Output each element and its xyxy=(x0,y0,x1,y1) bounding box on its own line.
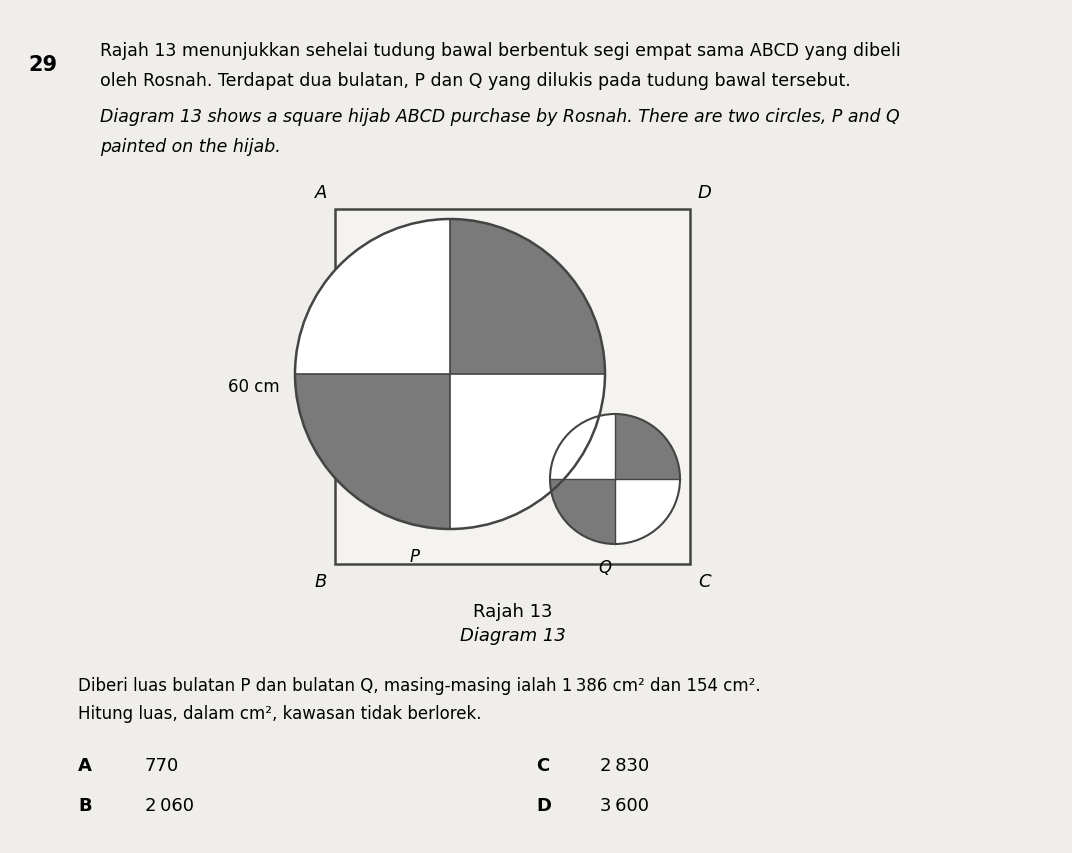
Text: Hitung luas, dalam cm², kawasan tidak berlorek.: Hitung luas, dalam cm², kawasan tidak be… xyxy=(78,705,481,722)
Text: C: C xyxy=(698,572,711,590)
Wedge shape xyxy=(450,220,605,374)
Text: painted on the hijab.: painted on the hijab. xyxy=(100,138,281,156)
Text: Diagram 13: Diagram 13 xyxy=(460,626,565,644)
Text: Rajah 13 menunjukkan sehelai tudung bawal berbentuk segi empat sama ABCD yang di: Rajah 13 menunjukkan sehelai tudung bawa… xyxy=(100,42,900,60)
Text: 3 600: 3 600 xyxy=(600,796,649,814)
Text: 2 830: 2 830 xyxy=(600,756,650,774)
Text: Rajah 13: Rajah 13 xyxy=(473,602,552,620)
Text: oleh Rosnah. Terdapat dua bulatan, P dan Q yang dilukis pada tudung bawal terseb: oleh Rosnah. Terdapat dua bulatan, P dan… xyxy=(100,72,851,90)
Text: D: D xyxy=(698,183,712,202)
Circle shape xyxy=(295,220,605,530)
Text: B: B xyxy=(78,796,91,814)
Text: 2 060: 2 060 xyxy=(145,796,194,814)
Text: 60 cm: 60 cm xyxy=(228,378,280,396)
Text: 29: 29 xyxy=(28,55,57,75)
Text: Diagram 13 shows a square hijab ABCD purchase by Rosnah. There are two circles, : Diagram 13 shows a square hijab ABCD pur… xyxy=(100,107,899,126)
Text: 770: 770 xyxy=(145,756,179,774)
Wedge shape xyxy=(295,374,450,530)
Text: C: C xyxy=(536,756,549,774)
Text: Q: Q xyxy=(598,559,611,577)
Text: B: B xyxy=(314,572,327,590)
Text: A: A xyxy=(314,183,327,202)
Wedge shape xyxy=(615,415,680,479)
Text: P: P xyxy=(410,548,420,566)
Text: A: A xyxy=(78,756,92,774)
Bar xyxy=(334,210,690,565)
Text: D: D xyxy=(536,796,551,814)
Text: Diberi luas bulatan P dan bulatan Q, masing-masing ialah 1 386 cm² dan 154 cm².: Diberi luas bulatan P dan bulatan Q, mas… xyxy=(78,676,761,694)
Wedge shape xyxy=(550,479,615,544)
Circle shape xyxy=(550,415,680,544)
